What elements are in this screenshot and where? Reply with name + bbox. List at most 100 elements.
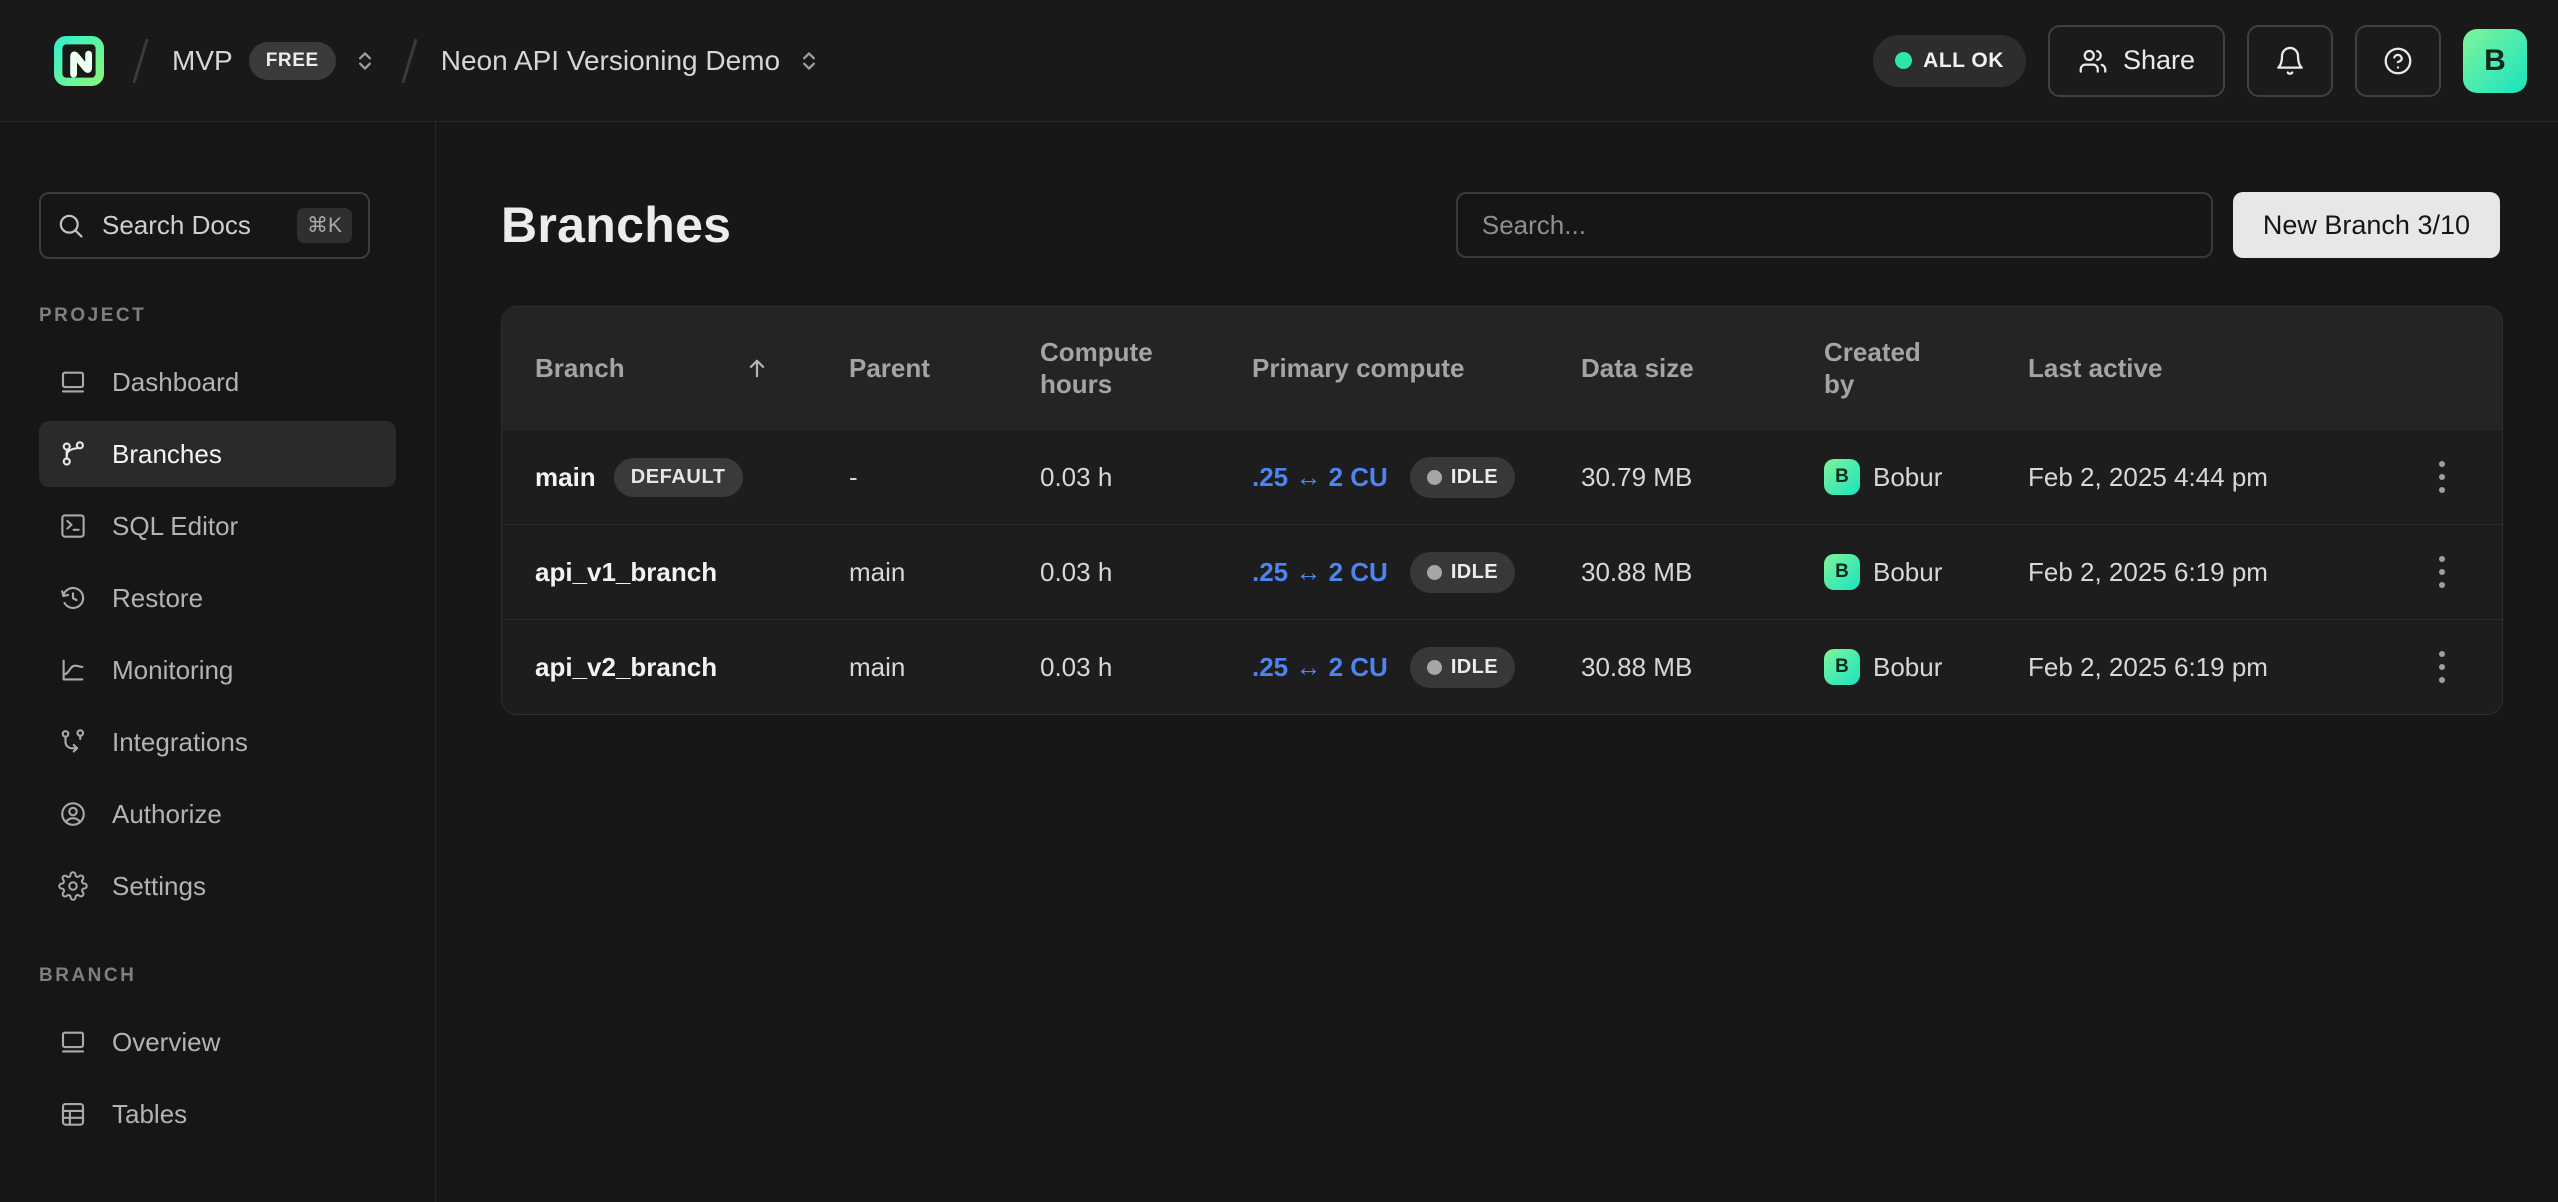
chevrons-up-down-icon [796, 48, 822, 74]
column-header-primary-compute[interactable]: Primary compute [1252, 352, 1465, 383]
sidebar-item-sql-editor[interactable]: SQL Editor [39, 493, 396, 559]
chevrons-up-down-icon [352, 48, 378, 74]
sidebar-item-label: Overview [112, 1026, 221, 1057]
column-header-compute-hours[interactable]: Compute hours [1040, 336, 1153, 400]
creator-name: Bobur [1873, 651, 1943, 682]
compute-range[interactable]: .25 ↔ 2 CU [1252, 461, 1388, 492]
integration-branch-icon [58, 727, 88, 757]
git-branch-icon [58, 439, 88, 469]
idle-dot-icon [1426, 469, 1442, 485]
parent-cell: - [849, 461, 858, 492]
sidebar-item-label: Tables [112, 1098, 188, 1129]
sidebar-item-label: Restore [112, 582, 204, 613]
compute-range[interactable]: .25 ↔ 2 CU [1252, 556, 1388, 587]
top-bar-right: ALL OK Share [1873, 24, 2527, 97]
created-by-cell: B Bobur [1824, 649, 2028, 685]
idle-label: IDLE [1450, 465, 1498, 488]
idle-label: IDLE [1450, 655, 1498, 678]
branch-cell: api_v1_branch [502, 557, 849, 588]
column-header-parent[interactable]: Parent [849, 352, 930, 383]
table-row[interactable]: api_v1_branch main 0.03 h .25 ↔ 2 CU IDL… [502, 524, 2502, 619]
sidebar-item-tables[interactable]: Tables [39, 1081, 396, 1147]
sidebar-item-settings[interactable]: Settings [39, 853, 396, 919]
sidebar-item-authorize[interactable]: Authorize [39, 781, 396, 847]
main-content: Branches New Branch 3/10 Branch [436, 122, 2558, 1202]
page-header-actions: New Branch 3/10 [1455, 192, 2500, 258]
top-bar: MVP FREE Neon API Versioning Demo [0, 0, 2558, 122]
user-avatar[interactable]: B [2463, 28, 2527, 93]
idle-dot-icon [1426, 564, 1442, 580]
sort-arrow-up-icon[interactable] [743, 354, 771, 382]
user-circle-icon [58, 799, 88, 829]
user-avatar-initial: B [2484, 43, 2506, 77]
creator-name: Bobur [1873, 556, 1943, 587]
branch-selector[interactable]: Neon API Versioning Demo [441, 45, 822, 77]
creator-avatar: B [1824, 554, 1860, 590]
compute-hours-cell: 0.03 h [1040, 461, 1113, 492]
window-icon [58, 367, 88, 397]
search-icon [57, 212, 85, 240]
primary-compute-cell: .25 ↔ 2 CU IDLE [1252, 551, 1581, 593]
top-bar-left: MVP FREE Neon API Versioning Demo [49, 31, 822, 91]
branch-name[interactable]: main [535, 461, 596, 492]
branch-name[interactable]: api_v2_branch [535, 651, 718, 682]
sidebar-item-label: SQL Editor [112, 510, 239, 541]
creator-name: Bobur [1873, 461, 1943, 492]
sidebar-item-monitoring[interactable]: Monitoring [39, 637, 396, 703]
sidebar-item-label: Authorize [112, 798, 222, 829]
sidebar-item-integrations[interactable]: Integrations [39, 709, 396, 775]
column-header-data-size[interactable]: Data size [1581, 352, 1694, 383]
terminal-icon [58, 511, 88, 541]
last-active-cell: Feb 2, 2025 6:19 pm [2028, 651, 2268, 682]
users-icon [2078, 46, 2108, 76]
sidebar: Search Docs ⌘K PROJECT Dashboard [0, 122, 436, 1202]
breadcrumb-slash-icon [401, 38, 418, 83]
column-header-created-by[interactable]: Created by [1824, 336, 1921, 400]
compute-hours-cell: 0.03 h [1040, 651, 1113, 682]
compute-hours-cell: 0.03 h [1040, 556, 1113, 587]
created-by-cell: B Bobur [1824, 459, 2028, 495]
sidebar-nav-branch: Overview Tables [0, 1009, 435, 1147]
data-size-cell: 30.88 MB [1581, 651, 1693, 682]
sidebar-item-restore[interactable]: Restore [39, 565, 396, 631]
idle-label: IDLE [1450, 560, 1498, 583]
table-row[interactable]: main DEFAULT - 0.03 h .25 ↔ 2 CU IDLE 30… [502, 429, 2502, 524]
created-by-cell: B Bobur [1824, 554, 2028, 590]
column-header-last-active[interactable]: Last active [2028, 352, 2163, 383]
sidebar-item-label: Branches [112, 438, 222, 469]
branch-cell: main DEFAULT [502, 457, 849, 497]
plan-badge: FREE [248, 41, 336, 80]
app-shell: Search Docs ⌘K PROJECT Dashboard [0, 122, 2558, 1202]
search-docs-button[interactable]: Search Docs ⌘K [39, 192, 370, 259]
table-grid-icon [58, 1099, 88, 1129]
data-size-cell: 30.79 MB [1581, 461, 1693, 492]
sidebar-item-overview[interactable]: Overview [39, 1009, 396, 1075]
new-branch-button[interactable]: New Branch 3/10 [2232, 192, 2500, 258]
status-pill-label: ALL OK [1923, 48, 2004, 72]
column-header-branch[interactable]: Branch [502, 352, 849, 385]
sidebar-item-label: Settings [112, 870, 206, 901]
primary-compute-cell: .25 ↔ 2 CU IDLE [1252, 456, 1581, 498]
share-button[interactable]: Share [2047, 24, 2225, 97]
sidebar-item-dashboard[interactable]: Dashboard [39, 349, 396, 415]
branch-search-input[interactable] [1455, 192, 2213, 258]
gear-icon [58, 871, 88, 901]
status-pill[interactable]: ALL OK [1873, 34, 2026, 87]
help-button[interactable] [2355, 24, 2441, 97]
table-row[interactable]: api_v2_branch main 0.03 h .25 ↔ 2 CU IDL… [502, 619, 2502, 714]
actions-cell [2382, 546, 2501, 598]
row-menu-kebab-icon[interactable] [2429, 641, 2455, 693]
sidebar-item-label: Monitoring [112, 654, 234, 685]
idle-status-badge: IDLE [1409, 456, 1515, 498]
chart-icon [58, 655, 88, 685]
row-menu-kebab-icon[interactable] [2429, 451, 2455, 503]
neon-logo-icon[interactable] [49, 31, 109, 91]
sidebar-item-branches[interactable]: Branches [39, 421, 396, 487]
branch-name[interactable]: api_v1_branch [535, 556, 718, 587]
sidebar-nav-project: Dashboard Branches [0, 349, 435, 919]
project-selector[interactable]: MVP FREE [172, 41, 378, 80]
compute-range[interactable]: .25 ↔ 2 CU [1252, 651, 1388, 682]
row-menu-kebab-icon[interactable] [2429, 546, 2455, 598]
notifications-button[interactable] [2247, 24, 2333, 97]
